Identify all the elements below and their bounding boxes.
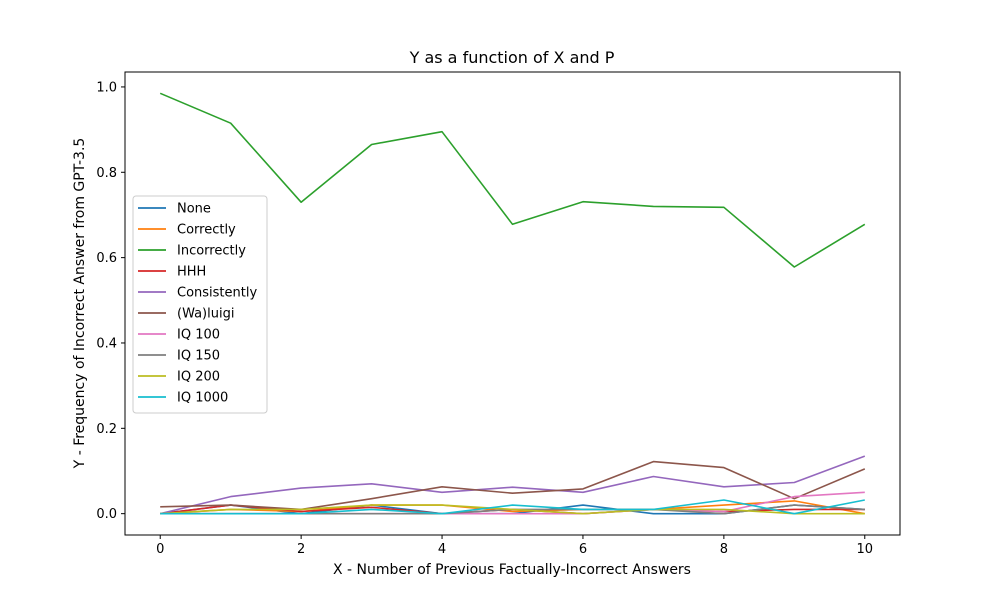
legend-label: IQ 100: [177, 328, 220, 343]
y-tick-label: 0.6: [96, 251, 117, 266]
legend-frame: [132, 195, 268, 414]
series-line-consistently: [160, 455, 866, 515]
legend: None Correctly Incorrectly HHH Consistently (…: [132, 195, 268, 414]
chart-title: Y as a function of X and P: [409, 48, 615, 67]
series-line-iq-200: [160, 504, 865, 515]
y-tick-label: 0.8: [96, 166, 117, 181]
legend-label: IQ 150: [177, 349, 220, 364]
y-axis-label: Y - Frequency of Incorrect Answer from G…: [72, 138, 88, 470]
legend-label: Correctly: [177, 223, 236, 238]
legend-label: IQ 1000: [177, 391, 228, 406]
x-tick-label: 2: [297, 542, 305, 557]
legend-label: Consistently: [177, 286, 257, 301]
legend-label: IQ 200: [177, 370, 220, 385]
x-tick-label: 6: [579, 542, 587, 557]
legend-label: Incorrectly: [177, 244, 246, 259]
series-line-iq-1000: [160, 499, 865, 515]
series-line-incorrectly: [159, 92, 866, 268]
legend-label: (Wa)luigi: [177, 307, 234, 322]
x-tick-label: 10: [856, 542, 873, 557]
x-tick-label: 8: [720, 542, 728, 557]
y-tick-label: 0.2: [96, 422, 117, 437]
series-line-wa-luigi: [160, 460, 866, 511]
plot-area: [124, 71, 901, 536]
x-tick-label: 0: [156, 542, 164, 557]
y-tick-label: 1.0: [96, 80, 117, 95]
legend-label: None: [177, 202, 211, 217]
y-tick-label: 0.0: [96, 507, 117, 522]
x-tick-label: 4: [438, 542, 446, 557]
x-axis-label: X - Number of Previous Factually-Incorre…: [333, 562, 691, 578]
y-tick-label: 0.4: [96, 336, 117, 351]
series-line-correctly: [160, 500, 865, 515]
legend-label: HHH: [177, 265, 206, 280]
